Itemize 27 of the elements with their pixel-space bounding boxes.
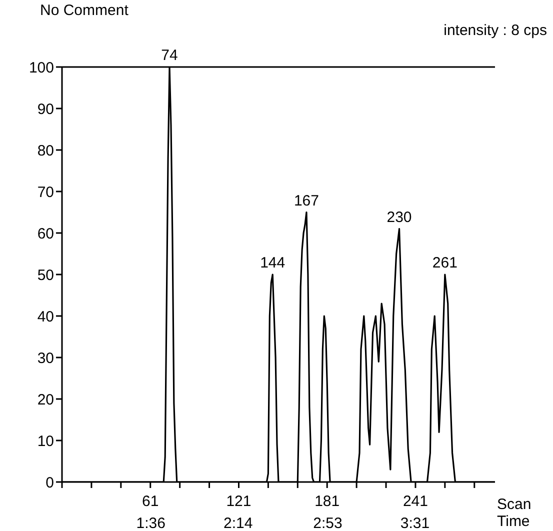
- x-tick-label: 181: [314, 493, 340, 510]
- annotation: 144: [260, 254, 286, 272]
- x2-tick-label: 1:36: [136, 515, 166, 531]
- y-tick-label: 30: [37, 350, 54, 367]
- x-tick-label: 241: [402, 493, 428, 510]
- x2-tick-label: 3:31: [400, 515, 430, 531]
- text: No Comment: [40, 2, 128, 19]
- x-tick-label: 121: [226, 493, 252, 510]
- y-tick-label: 40: [37, 308, 54, 326]
- y-tick-label: 90: [37, 100, 54, 118]
- annotation: 230: [386, 208, 412, 226]
- y-tick-label: 80: [37, 142, 54, 160]
- y-tick-label: 10: [37, 432, 54, 450]
- y-tick-label: 60: [37, 225, 54, 242]
- y-tick-label: 50: [37, 266, 54, 284]
- annotation: 167: [294, 192, 319, 210]
- y-tick-label: 70: [37, 184, 54, 201]
- annotation: 74: [161, 47, 178, 64]
- x2-tick-label: 2:53: [313, 515, 342, 531]
- annotation: 261: [432, 254, 458, 272]
- x-tick-label: 61: [142, 493, 159, 510]
- text: intensity : 8 cps: [444, 22, 547, 39]
- y-tick-label: 20: [37, 391, 54, 408]
- x-axis-title: Scan Time: [497, 496, 532, 530]
- y-tick-label: 100: [28, 59, 54, 76]
- y-tick-label: 0: [46, 474, 54, 492]
- x2-tick-label: 2:14: [224, 515, 253, 531]
